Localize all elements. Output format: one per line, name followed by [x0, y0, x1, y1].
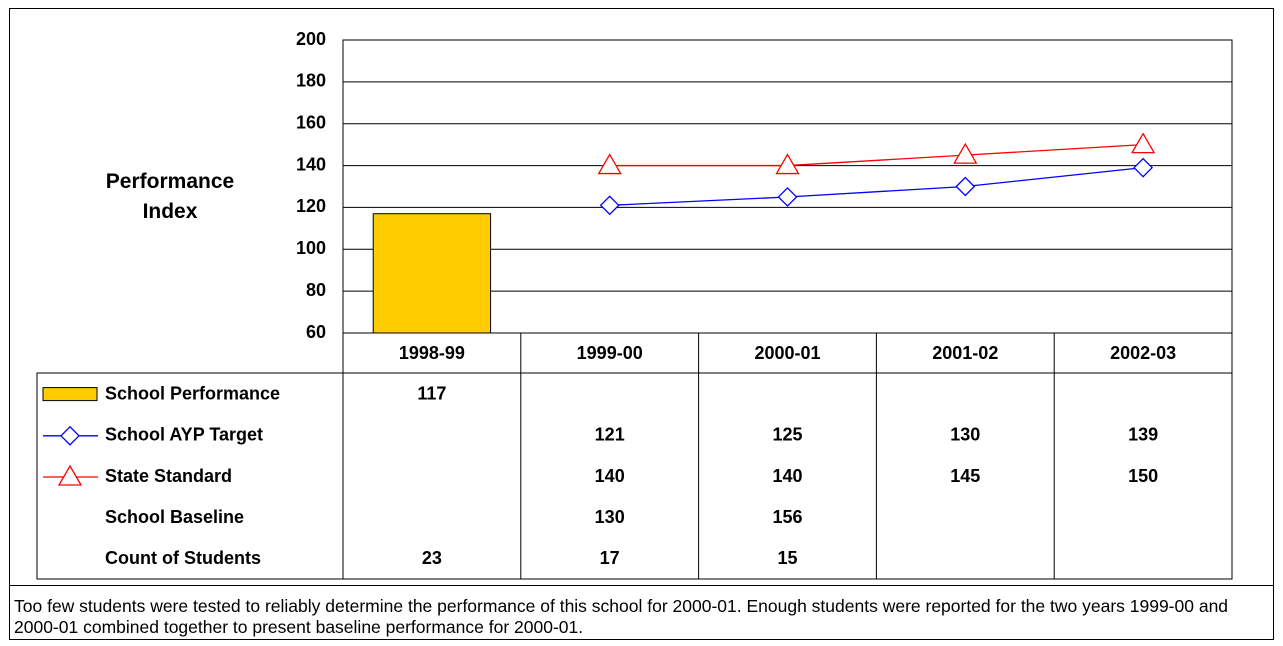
- table-value: 145: [950, 466, 980, 486]
- table-value: 130: [595, 507, 625, 527]
- marker: [953, 142, 978, 164]
- note: Too few students were tested to reliably…: [14, 596, 1229, 637]
- x-tick-label: 2002-03: [1110, 343, 1176, 363]
- table-value: 130: [950, 425, 980, 445]
- x-tick-label: 1999-00: [577, 343, 643, 363]
- table-value: 139: [1128, 425, 1158, 445]
- legend-label: School Baseline: [105, 507, 244, 527]
- frame: [9, 8, 1274, 640]
- table-value: 17: [600, 548, 620, 568]
- legend-label: School AYP Target: [105, 425, 263, 445]
- line: [609, 143, 1144, 167]
- table-border: [342, 332, 1233, 580]
- legend-label: School Performance: [105, 383, 280, 403]
- marker: [955, 176, 976, 197]
- y-tick-label: 60: [306, 322, 326, 342]
- y-tick-label: 120: [296, 196, 326, 216]
- x-tick-label: 1998-99: [399, 343, 465, 363]
- marker: [1130, 132, 1156, 154]
- marker: [775, 153, 800, 175]
- x-tick-label: 2000-01: [754, 343, 820, 363]
- table-value: 117: [417, 383, 446, 403]
- table-value: 23: [422, 548, 442, 568]
- table-value: 125: [772, 425, 802, 445]
- marker: [599, 195, 620, 216]
- table-value: 121: [595, 425, 625, 445]
- y-tick-label: 160: [296, 112, 326, 132]
- table-value: 156: [772, 507, 802, 527]
- legend-swatch: [42, 387, 98, 402]
- y-tick-label: 100: [296, 238, 326, 258]
- y-tick-label: 180: [296, 71, 326, 91]
- table-value: 140: [772, 466, 802, 486]
- legend-column: [36, 372, 344, 580]
- marker: [597, 153, 622, 175]
- bar: [372, 213, 492, 334]
- y-tick-label: 80: [306, 280, 326, 300]
- y-tick-label: 200: [296, 29, 326, 49]
- y-axis-label: Performance Index: [105, 170, 235, 223]
- legend-marker: [60, 425, 80, 446]
- marker: [1133, 157, 1154, 178]
- table-value: 150: [1128, 466, 1158, 486]
- legend-label: State Standard: [105, 466, 232, 486]
- legend-label: Count of Students: [105, 548, 261, 568]
- marker: [777, 187, 798, 207]
- table-value: 15: [777, 548, 797, 568]
- table-value: 140: [595, 466, 625, 486]
- line: [609, 167, 1144, 206]
- x-tick-label: 2001-02: [932, 343, 998, 363]
- y-tick-label: 140: [296, 154, 326, 174]
- legend-marker: [57, 464, 83, 486]
